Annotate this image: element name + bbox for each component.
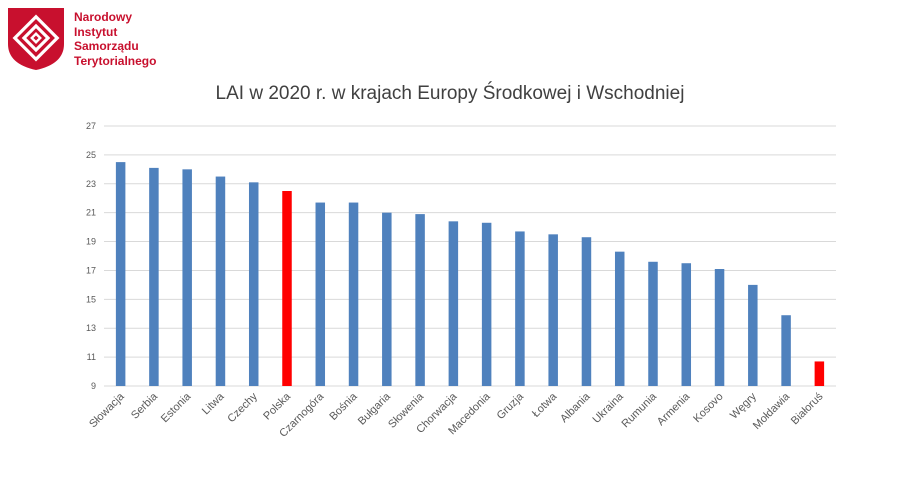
bar <box>748 284 758 386</box>
x-category-label: Czechy <box>225 390 260 425</box>
institute-name-line: Instytut <box>74 24 118 39</box>
bar <box>248 182 259 386</box>
bar <box>115 162 126 386</box>
y-tick-label: 25 <box>86 150 96 160</box>
institute-name-line: Terytorialnego <box>74 53 157 68</box>
institute-name: Narodowy Instytut Samorządu Terytorialne… <box>74 10 156 68</box>
y-tick-label: 21 <box>86 208 96 218</box>
x-category-label: Gruzja <box>495 390 527 422</box>
x-category-label: Albania <box>558 390 593 425</box>
x-category-label: Bośnia <box>327 390 360 423</box>
y-tick-label: 11 <box>87 352 96 362</box>
x-category-label: Mołdawia <box>751 390 793 432</box>
bar <box>781 315 791 386</box>
institute-name-line: Narodowy <box>74 10 133 24</box>
bar <box>315 202 326 386</box>
bar <box>548 234 558 386</box>
bar <box>348 202 359 386</box>
bar <box>481 222 492 386</box>
y-tick-label: 13 <box>86 323 96 333</box>
x-category-label: Węgry <box>728 390 759 421</box>
x-category-label: Litwa <box>200 390 227 417</box>
bar <box>581 237 592 386</box>
y-tick-label: 27 <box>86 121 96 131</box>
bar <box>681 263 692 386</box>
x-category-label: Łotwa <box>530 390 560 420</box>
bar <box>614 251 625 386</box>
y-tick-label: 17 <box>86 265 96 275</box>
y-tick-label: 23 <box>86 179 96 189</box>
y-tick-label: 19 <box>86 237 96 247</box>
x-category-label: Białoruś <box>789 390 826 427</box>
y-tick-label: 15 <box>86 294 96 304</box>
bar <box>182 169 192 386</box>
bar <box>515 231 525 386</box>
bar <box>448 221 459 386</box>
x-category-label: Kosovo <box>691 391 725 425</box>
y-tick-label: 9 <box>91 381 96 391</box>
x-category-label: Estonia <box>159 390 194 425</box>
x-category-label: Serbia <box>129 390 161 422</box>
institute-name-line: Samorządu <box>74 39 139 53</box>
chart-title: LAI w 2020 r. w krajach Europy Środkowej… <box>215 83 685 104</box>
institute-logo <box>8 8 64 70</box>
bar <box>714 269 725 386</box>
bar <box>282 191 292 386</box>
bar <box>149 167 159 386</box>
x-category-label: Armenia <box>655 390 693 428</box>
bar <box>215 176 226 386</box>
bar <box>814 361 825 386</box>
x-category-label: Rumunia <box>620 390 660 430</box>
bar <box>415 214 425 386</box>
bar <box>382 212 392 386</box>
x-category-label: Słowacja <box>87 390 127 430</box>
x-category-label: Polska <box>261 390 293 422</box>
bar <box>648 261 658 386</box>
